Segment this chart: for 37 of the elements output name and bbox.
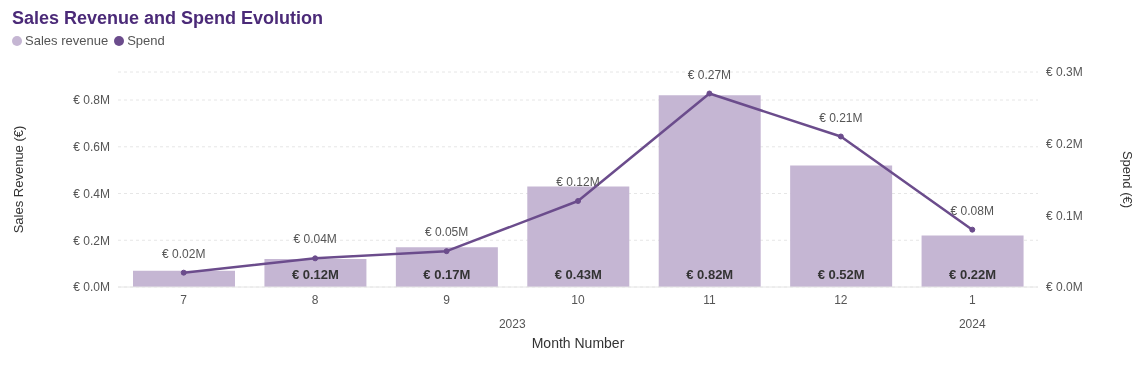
data-label: € 0.52M: [817, 267, 865, 282]
y2-tick-label: € 0.0M: [1046, 280, 1083, 295]
y-tick-label: € 0.4M: [73, 186, 110, 201]
data-label: € 0.21M: [819, 110, 863, 125]
x-tick-label: 11: [703, 292, 716, 307]
y-tick-label: € 0.2M: [73, 233, 110, 248]
x-tick-label: 8: [311, 292, 319, 307]
x-tick-label: 12: [834, 292, 848, 307]
y-tick-label: € 0.0M: [73, 280, 110, 295]
data-label: € 0.12M: [291, 267, 339, 282]
x-tick-label: 1: [968, 292, 976, 307]
x-axis-title: Month Number: [530, 335, 626, 351]
x-tick-label: 7: [180, 292, 188, 307]
data-label: € 0.02M: [162, 246, 206, 261]
text: 2023: [497, 317, 527, 331]
data-label: € 0.08M: [950, 203, 994, 218]
data-label: € 0.17M: [423, 267, 471, 282]
y-tick-label: € 0.6M: [73, 140, 110, 155]
chart-title: Sales Revenue and Spend Evolution: [11, 8, 325, 29]
y2-tick-label: € 0.3M: [1046, 65, 1083, 80]
y2-tick-label: € 0.1M: [1046, 208, 1083, 223]
y2-tick-label: € 0.2M: [1046, 136, 1083, 151]
y-axis-title: Sales Revenue (€): [10, 125, 26, 234]
data-label: € 0.27M: [687, 67, 732, 82]
data-label: € 0.12M: [556, 175, 600, 189]
x-tick-label: 10: [571, 292, 585, 307]
y-tick-label: € 0.8M: [73, 93, 110, 108]
data-label: € 0.82M: [686, 267, 734, 282]
data-label: € 0.43M: [554, 267, 602, 282]
text: 2024: [957, 317, 987, 331]
legend-label: Spend: [126, 33, 165, 48]
data-label: € 0.05M: [424, 225, 469, 240]
y2-axis-title: Spend (€): [1120, 150, 1136, 209]
legend-label: Sales revenue: [24, 33, 109, 48]
x-tick-label: 9: [443, 292, 451, 307]
data-label: € 0.04M: [293, 232, 337, 247]
data-label: € 0.22M: [949, 267, 997, 282]
